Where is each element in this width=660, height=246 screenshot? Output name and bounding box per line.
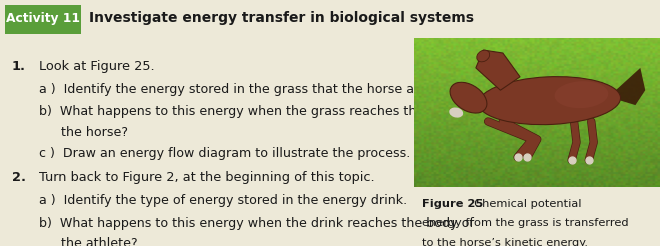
Text: b)  What happens to this energy when the grass reaches the body of: b) What happens to this energy when the … <box>40 106 477 118</box>
Text: Turn back to Figure 2, at the beginning of this topic.: Turn back to Figure 2, at the beginning … <box>40 171 375 184</box>
Text: Investigate energy transfer in biological systems: Investigate energy transfer in biologica… <box>89 11 474 25</box>
Ellipse shape <box>450 82 487 113</box>
Ellipse shape <box>477 50 490 62</box>
Text: Look at Figure 25.: Look at Figure 25. <box>40 60 155 73</box>
Text: energy from the grass is transferred: energy from the grass is transferred <box>422 218 628 228</box>
Text: b)  What happens to this energy when the drink reaches the body of: b) What happens to this energy when the … <box>40 217 475 230</box>
FancyBboxPatch shape <box>5 5 81 33</box>
Text: the athlete?: the athlete? <box>61 237 138 246</box>
Text: 1.: 1. <box>12 60 26 73</box>
Text: a )  Identify the energy stored in the grass that the horse ate.: a ) Identify the energy stored in the gr… <box>40 83 431 95</box>
Text: c )  Draw an energy flow diagram to illustrate the process.: c ) Draw an energy flow diagram to illus… <box>40 147 411 160</box>
Ellipse shape <box>449 108 463 118</box>
Text: to the horse’s kinetic energy.: to the horse’s kinetic energy. <box>422 238 588 246</box>
Text: Activity 11: Activity 11 <box>6 12 80 25</box>
Polygon shape <box>476 50 520 90</box>
Text: Figure 25: Figure 25 <box>422 199 483 209</box>
Ellipse shape <box>554 81 609 108</box>
Ellipse shape <box>478 77 620 125</box>
Text: 2.: 2. <box>12 171 26 184</box>
Text: Chemical potential: Chemical potential <box>467 199 581 209</box>
Text: the horse?: the horse? <box>61 126 128 139</box>
Polygon shape <box>616 68 645 105</box>
Text: a )  Identify the type of energy stored in the energy drink.: a ) Identify the type of energy stored i… <box>40 194 407 207</box>
